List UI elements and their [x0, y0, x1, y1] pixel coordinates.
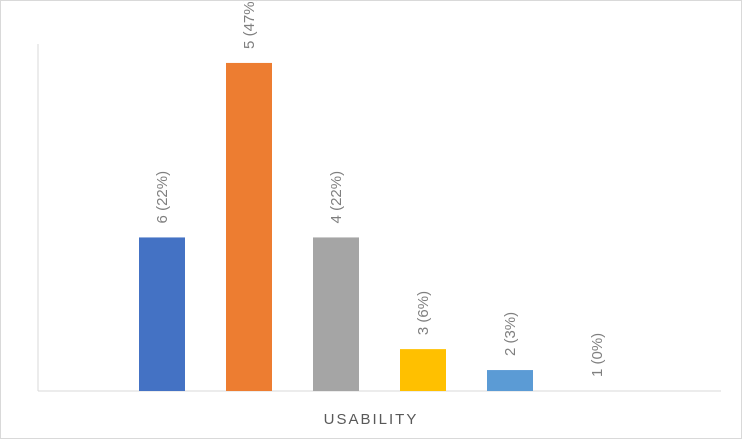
bar-3 [400, 349, 446, 391]
data-labels: 6 (22%) 5 (47%) 4 (22%) 3 (6%) 2 (3%) 1 (0%) [154, 1, 606, 377]
data-label-1: 1 (0%) [589, 333, 606, 377]
data-label-3: 3 (6%) [415, 291, 432, 335]
data-label-5: 5 (47%) [241, 1, 258, 49]
plot-area: 6 (22%) 5 (47%) 4 (22%) 3 (6%) 2 (3%) 1 (0%) [37, 1, 721, 392]
bars [139, 62, 533, 391]
bar-4 [313, 237, 359, 391]
bar-5 [226, 62, 272, 391]
data-label-2: 2 (3%) [502, 312, 519, 356]
bar-6 [139, 237, 185, 391]
data-label-4: 4 (22%) [328, 171, 345, 224]
bar-2 [487, 370, 533, 391]
data-label-6: 6 (22%) [154, 171, 171, 224]
x-axis-title: USABILITY [324, 411, 419, 428]
